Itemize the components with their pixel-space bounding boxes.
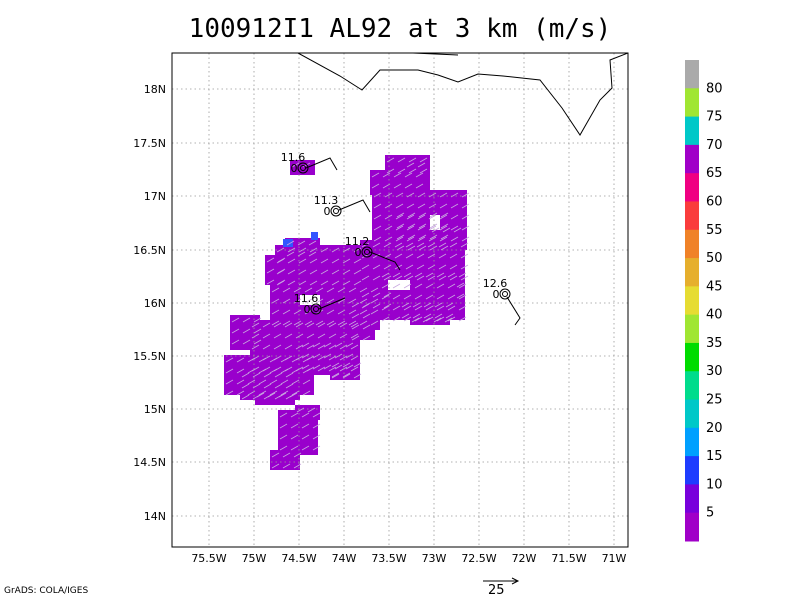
colorbar-label: 75	[706, 110, 723, 125]
wind-patch	[283, 239, 293, 247]
lat-label: 17.5N	[133, 137, 166, 150]
reference-vector	[483, 577, 520, 585]
lon-label: 73.5W	[371, 552, 406, 565]
colorbar-label: 55	[706, 223, 723, 238]
colorbar-swatch	[685, 456, 699, 485]
colorbar-label: 80	[706, 81, 723, 96]
longitude-labels: 75.5W 75W 74.5W 74W 73.5W 73W 72.5W 72W 71.5W 71W	[191, 552, 626, 565]
wind-patch	[311, 232, 318, 240]
lon-label: 75.5W	[191, 552, 226, 565]
lat-label: 16N	[144, 297, 166, 310]
storm-center: 11.30	[314, 194, 371, 218]
center-label: 11.6	[294, 292, 319, 305]
storm-center: 11.60	[294, 292, 346, 316]
lon-label: 71W	[602, 552, 627, 565]
lon-label: 75W	[242, 552, 267, 565]
colorbar-label: 35	[706, 336, 723, 351]
colorbar-swatch	[685, 399, 699, 429]
colorbar-label: 40	[706, 308, 723, 323]
reference-vector-label: 25	[488, 583, 505, 598]
lon-label: 71.5W	[551, 552, 586, 565]
colorbar: 5 10 15 20 25 30 35 40 45 50 55 60 65 70 75 80	[685, 60, 723, 542]
latitude-labels: 18N 17.5N 17N 16.5N 16N 15.5N 15N 14.5N 14N	[133, 83, 166, 523]
colorbar-label: 25	[706, 393, 723, 408]
colorbar-swatch	[685, 484, 699, 514]
colorbar-swatch	[685, 314, 699, 344]
credit-text: GrADS: COLA/IGES	[4, 586, 89, 596]
colorbar-label: 60	[706, 194, 723, 209]
lon-label: 73W	[422, 552, 447, 565]
center-marker-label: 0	[291, 162, 298, 175]
colorbar-label: 15	[706, 449, 723, 464]
colorbar-swatch	[685, 88, 699, 118]
lat-label: 14.5N	[133, 456, 166, 469]
lat-label: 18N	[144, 83, 166, 96]
colorbar-swatch	[685, 286, 699, 316]
lat-label: 15N	[144, 403, 166, 416]
lon-label: 74.5W	[281, 552, 316, 565]
colorbar-swatch	[685, 173, 699, 202]
center-marker-label: 0	[324, 205, 331, 218]
center-label: 11.2	[345, 235, 370, 248]
colorbar-swatch	[685, 229, 699, 259]
center-label: 11.6	[281, 151, 306, 164]
colorbar-label: 30	[706, 364, 723, 379]
wind-field	[224, 155, 470, 470]
colorbar-swatch	[685, 258, 699, 287]
lon-label: 72W	[512, 552, 537, 565]
center-marker-label: 0	[304, 303, 311, 316]
center-marker-label: 0	[355, 246, 362, 259]
colorbar-swatch	[685, 342, 699, 372]
plot-frame	[171, 52, 629, 548]
lon-label: 72.5W	[461, 552, 496, 565]
center-marker-label: 0	[493, 288, 500, 301]
lat-label: 17N	[144, 190, 166, 203]
center-label: 12.6	[483, 277, 508, 290]
colorbar-label: 5	[706, 506, 714, 521]
gridlines	[172, 53, 628, 547]
storm-center: 12.60	[483, 277, 521, 326]
center-label: 11.3	[314, 194, 339, 207]
lat-label: 14N	[144, 510, 166, 523]
colorbar-swatch	[685, 512, 699, 542]
storm-center: 11.20	[345, 235, 401, 271]
colorbar-swatch	[685, 427, 699, 457]
colorbar-swatch	[685, 371, 699, 401]
colorbar-label: 10	[706, 477, 723, 492]
colorbar-label: 65	[706, 166, 723, 181]
colorbar-swatch	[685, 144, 699, 174]
lat-label: 15.5N	[133, 350, 166, 363]
map-title: 100912I1 AL92 at 3 km (m/s)	[188, 14, 612, 44]
colorbar-swatch	[685, 116, 699, 146]
lon-label: 74W	[332, 552, 357, 565]
storm-center: 11.60	[281, 151, 338, 175]
colorbar-label: 50	[706, 251, 723, 266]
coastline	[297, 53, 628, 136]
colorbar-swatch	[685, 60, 699, 89]
colorbar-label: 45	[706, 279, 723, 294]
wind-cells	[224, 155, 467, 470]
lat-label: 16.5N	[133, 244, 166, 257]
colorbar-label: 70	[706, 138, 723, 153]
colorbar-swatch	[685, 201, 699, 231]
colorbar-label: 20	[706, 421, 723, 436]
